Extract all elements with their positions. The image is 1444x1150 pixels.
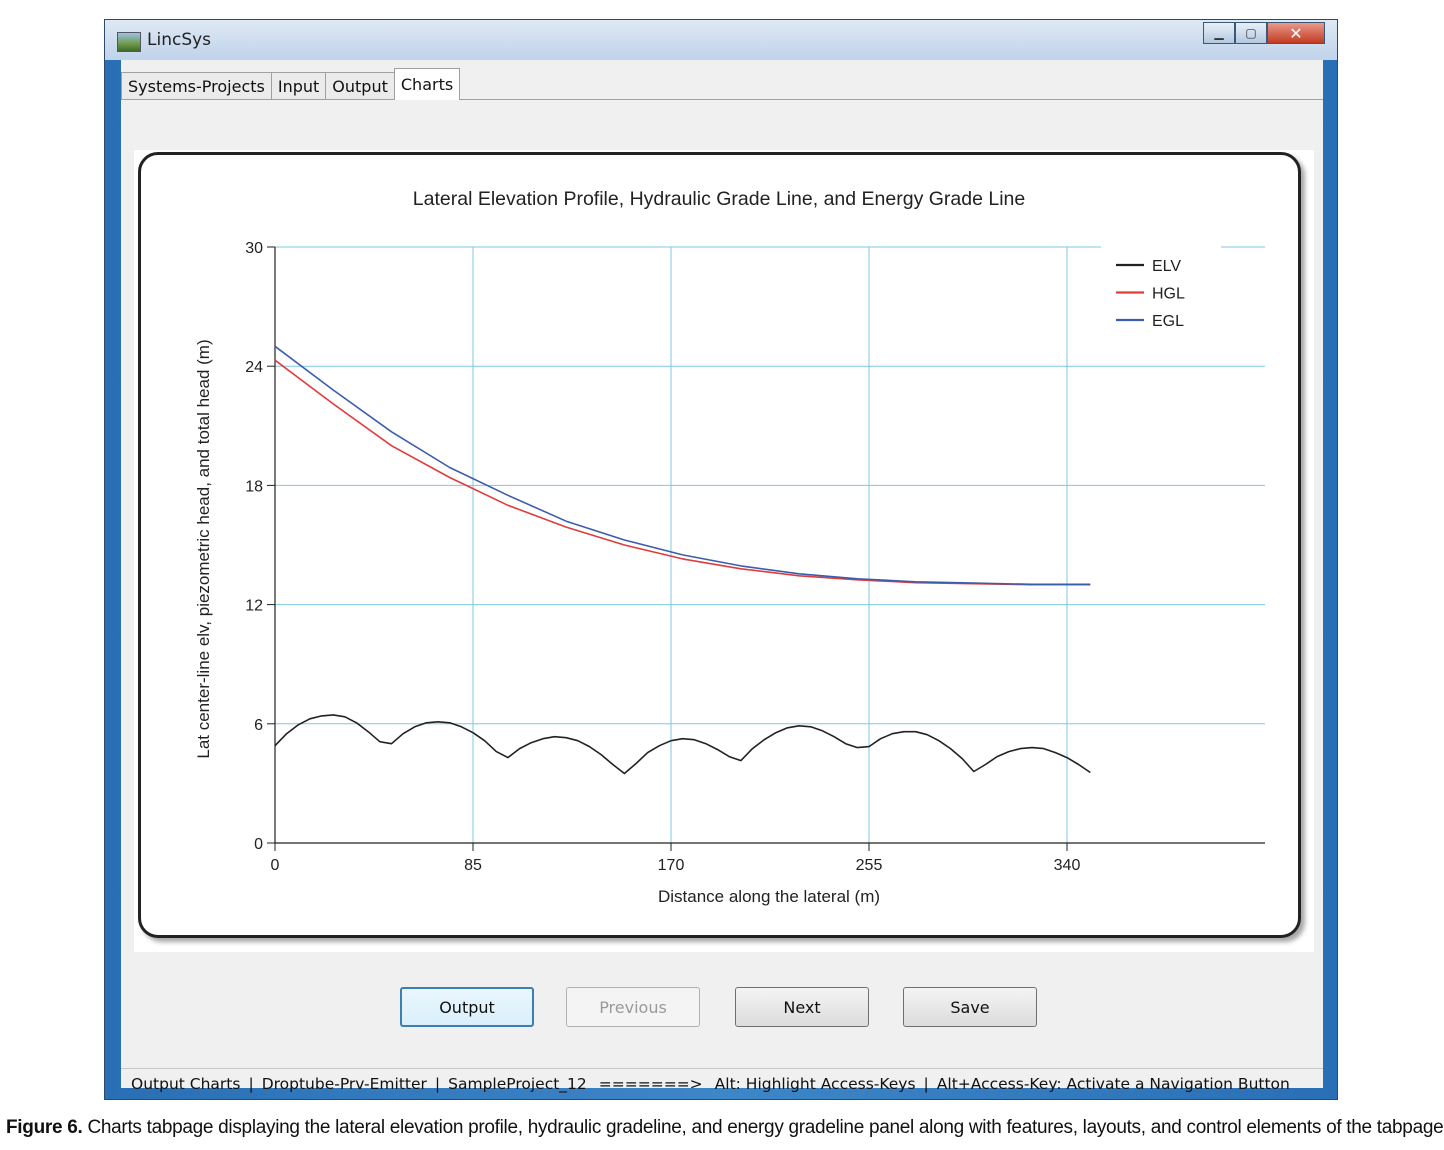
chart-panel: 0 6 12 18 24 30 0 85 170 255 340 ELV HGL EGL Lateral… (134, 150, 1314, 952)
figure-label: Figure 6. (6, 1117, 83, 1138)
maximize-button[interactable]: ▢ (1235, 22, 1267, 44)
series-line-elv (274, 714, 1091, 775)
legend-label: ELV (1152, 258, 1181, 275)
title-bar[interactable]: LincSys ▁ ▢ ✕ (105, 20, 1337, 60)
series-line-egl (274, 345, 1091, 586)
save-button[interactable]: Save (903, 987, 1037, 1027)
client-area: Systems-Projects Input Output Charts 0 6 1… (121, 60, 1323, 1093)
status-system: Droptube-Prv-Emitter (261, 1074, 427, 1093)
app-icon (117, 32, 141, 52)
tab-output[interactable]: Output (325, 72, 395, 100)
y-axis-label: Lat center-line elv, piezometric head, a… (194, 339, 213, 758)
series-line-hgl (274, 359, 1091, 586)
figure-caption: Figure 6. Charts tabpage displaying the … (6, 1117, 1444, 1139)
tab-input[interactable]: Input (270, 72, 327, 100)
minimize-icon: ▁ (1214, 26, 1224, 40)
minimize-button[interactable]: ▁ (1203, 22, 1235, 44)
y-tick-label: 12 (245, 598, 263, 615)
y-tick-label: 18 (245, 478, 263, 495)
tab-divider (121, 99, 1323, 100)
line-chart: 0 6 12 18 24 30 0 85 170 255 340 ELV HGL EGL Lateral… (194, 188, 1265, 906)
chart-title: Lateral Elevation Profile, Hydraulic Gra… (413, 188, 1025, 210)
y-tick-label: 6 (254, 717, 263, 734)
status-hint-highlight: Alt: Highlight Access-Keys (714, 1074, 916, 1093)
previous-button[interactable]: Previous (566, 987, 700, 1027)
x-axis-label: Distance along the lateral (m) (658, 887, 880, 906)
maximize-icon: ▢ (1245, 26, 1257, 40)
close-icon: ✕ (1289, 23, 1303, 43)
status-page: Output Charts (131, 1074, 241, 1093)
status-hint-activate: Alt+Access-Key: Activate a Navigation Bu… (936, 1074, 1290, 1093)
status-project: SampleProject_12 (448, 1074, 587, 1093)
window-controls: ▁ ▢ ✕ (1203, 22, 1325, 46)
status-separator: | (434, 1074, 441, 1093)
app-window: LincSys ▁ ▢ ✕ Systems-Projects Input Out… (104, 19, 1338, 1100)
close-button[interactable]: ✕ (1267, 22, 1325, 44)
tab-systems-projects[interactable]: Systems-Projects (121, 72, 272, 100)
x-tick-label: 340 (1054, 857, 1081, 874)
next-button[interactable]: Next (735, 987, 869, 1027)
window-title: LincSys (147, 30, 212, 50)
legend-label: EGL (1152, 313, 1184, 330)
output-button[interactable]: Output (400, 987, 534, 1027)
status-arrow: =======> (598, 1074, 703, 1093)
x-tick-label: 170 (658, 857, 685, 874)
y-tick-label: 24 (245, 359, 263, 376)
y-tick-label: 30 (245, 240, 263, 257)
status-separator: | (248, 1074, 254, 1093)
figure-caption-text: Charts tabpage displaying the lateral el… (82, 1117, 1444, 1138)
chart-frame: 0 6 12 18 24 30 0 85 170 255 340 ELV HGL EGL Lateral… (138, 152, 1301, 938)
x-tick-label: 85 (464, 857, 482, 874)
status-separator: | (923, 1074, 929, 1093)
y-tick-label: 0 (254, 836, 263, 853)
tab-charts[interactable]: Charts (393, 68, 461, 100)
status-bar: Output Charts | Droptube-Prv-Emitter | S… (121, 1068, 1323, 1098)
legend-label: HGL (1152, 286, 1185, 303)
x-tick-label: 255 (856, 857, 883, 874)
tab-strip: Systems-Projects Input Output Charts (121, 68, 461, 100)
x-tick-label: 0 (271, 857, 280, 874)
